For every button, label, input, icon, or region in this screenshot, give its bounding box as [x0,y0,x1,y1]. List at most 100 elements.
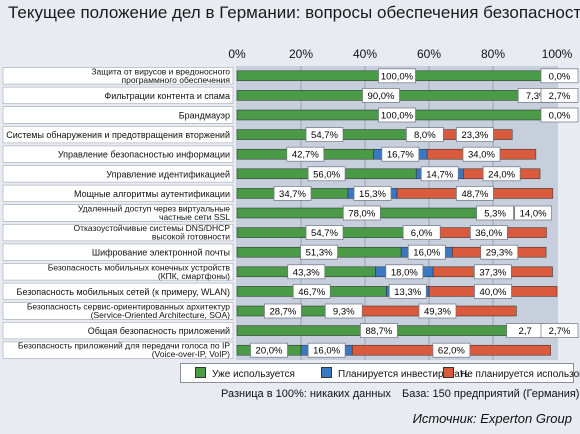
category-label: частные сети SSL [159,212,230,222]
data-label: 7,3% [526,91,548,102]
data-label-box [307,166,346,182]
data-label-box [476,205,514,221]
data-label-box [378,68,416,84]
legend-item-used: Уже используется [195,367,295,380]
data-label-box [292,284,331,299]
data-label: 29,3% [486,248,513,259]
data-label: 56,0% [313,169,340,180]
data-label: 0,0% [549,71,571,82]
data-label: 49,3% [424,307,451,318]
data-label-box [540,88,579,103]
data-label: 16,0% [313,346,340,357]
data-label: 2,7 [519,326,532,337]
category-label: (Service-Oriented Architecture, SOA) [91,310,231,320]
data-label-box [286,146,325,162]
category-label-box [2,302,234,320]
legend-swatch-not-planned [443,367,454,378]
category-label-box [2,106,234,124]
data-label: 15,3% [359,189,386,200]
data-label-box [378,107,416,123]
data-label-box [540,68,579,84]
category-label: Отказоустойчивые системы DNS/DHCP [73,223,230,233]
data-label-box [420,166,459,182]
data-label: 62,0% [438,346,465,357]
data-label: 43,3% [293,267,320,278]
category-label-box [2,126,234,144]
category-label: Безопасность мобильных сетей (к примеру,… [17,287,230,297]
category-label-box [2,243,234,261]
data-label-box [474,284,512,299]
category-label-box [2,145,234,163]
category-label: программного обеспечения [122,75,231,85]
data-label-box [462,146,501,162]
data-label-box [324,303,363,319]
category-label-box [2,86,234,104]
category-label: Брандмауэр [179,111,230,121]
x-tick-label: 40% [353,47,377,61]
category-label: (КПК, смартфоны) [158,271,230,281]
data-label: 16,7% [387,150,414,161]
data-label-box [514,205,552,221]
category-label-box [2,204,234,222]
category-label-box [2,224,234,242]
category-label: Защита от вирусов и вредоносного [91,66,230,76]
category-label-box [2,263,234,281]
data-label-box [381,146,420,162]
data-label-box [432,342,471,358]
category-label: Управление безопасностью информации [58,150,230,160]
data-label: 18,0% [391,267,418,278]
data-label: 24,0% [488,169,515,180]
data-label: 16,0% [413,248,440,259]
data-label: 54,7% [311,228,338,239]
data-label-box [362,88,400,103]
category-label-box [2,184,234,203]
category-label: Шифрование электронной почты [92,248,230,258]
data-label: 23,3% [461,130,488,141]
category-label: высокой готовности [152,232,230,242]
category-label: Общая безопасность приложений [88,326,230,336]
data-label: 46,7% [298,287,325,298]
data-label: 34,7% [279,189,306,200]
data-label-box [405,127,444,142]
category-label: Безопасность мобильных конечных устройст… [48,262,231,272]
legend: Уже используется Планируется инвестирова… [180,363,580,383]
legend-swatch-planned [321,367,332,378]
data-label-box [360,323,398,338]
data-label-box [300,244,338,260]
footnote-difference: Разница в 100%: никаких данных [221,388,391,400]
legend-item-planned: Планируется инвестировать [321,367,469,380]
legend-label-planned: Планируется инвестировать [338,369,470,380]
data-label: 0,0% [549,111,571,122]
data-label: 100,0% [381,111,414,122]
data-label-box [353,186,392,201]
legend-label-not-planned: Не планируется использовать [460,369,580,380]
data-label-box [273,186,312,201]
category-label: Фильтрации контента и спама [104,91,230,101]
category-label: Безопасность приложений для передачи гол… [18,341,230,351]
category-label: Системы обнаружения и предотвращения вто… [6,130,230,140]
category-label-box [2,165,234,183]
category-label-box [2,321,234,340]
data-label-box [250,342,288,358]
data-label-box [305,127,344,142]
data-label-box [540,323,579,338]
data-label: 14,0% [520,209,547,220]
data-label: 88,7% [365,326,392,337]
data-label: 2,7% [549,91,571,102]
data-label: 28,7% [269,307,296,318]
data-label: 42,7% [292,150,319,161]
data-label-box [388,284,427,299]
data-label: 5,3% [484,209,506,220]
footnote-base: База: 150 предприятий (Германия) [402,388,580,400]
chart-title: Текущее положение дел в Германии: вопрос… [8,3,580,22]
data-label: 14,7% [426,169,453,180]
source-note: Источник: Experton Group [412,411,572,426]
category-label-box [2,341,234,359]
x-tick-label: 80% [481,47,505,61]
x-tick-label: 20% [289,47,313,61]
x-tick-label: 60% [417,47,441,61]
data-label: 54,7% [311,130,338,141]
data-label-box [402,225,441,240]
data-label-box [264,303,302,319]
